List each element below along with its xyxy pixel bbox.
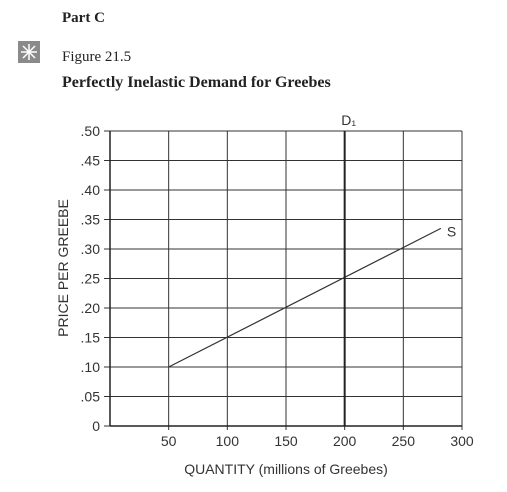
- y-tick-label: .20: [81, 300, 101, 316]
- x-tick-label: 250: [392, 433, 416, 449]
- y-tick-label: .10: [81, 359, 101, 375]
- y-tick-label: .25: [81, 271, 101, 287]
- x-tick-label: 150: [274, 433, 298, 449]
- x-tick-label: 200: [333, 433, 357, 449]
- y-tick-label: .05: [81, 389, 101, 405]
- y-tick-label: .15: [81, 330, 101, 346]
- series-label: S: [447, 223, 456, 239]
- figure-number: Figure 21.5: [62, 49, 131, 65]
- y-tick-label: 0: [92, 418, 100, 434]
- y-axis-label: PRICE PER GREEBE: [55, 199, 71, 337]
- y-tick-label: .40: [81, 182, 101, 198]
- y-tick-label: .35: [81, 212, 101, 228]
- x-tick-label: 50: [161, 433, 177, 449]
- icon-asterisk: [21, 44, 37, 60]
- y-tick-label: .50: [81, 123, 101, 139]
- y-tick-label: .45: [81, 153, 101, 169]
- series-label: D₁: [341, 112, 356, 128]
- chart-title: Perfectly Inelastic Demand for Greebes: [62, 74, 331, 91]
- part-heading: Part C: [62, 10, 105, 26]
- y-tick-label: .30: [81, 241, 101, 257]
- series-line: [168, 227, 442, 368]
- x-axis-label: QUANTITY (millions of Greebes): [184, 461, 388, 477]
- x-tick-label: 100: [216, 433, 240, 449]
- x-tick-label: 300: [450, 433, 474, 449]
